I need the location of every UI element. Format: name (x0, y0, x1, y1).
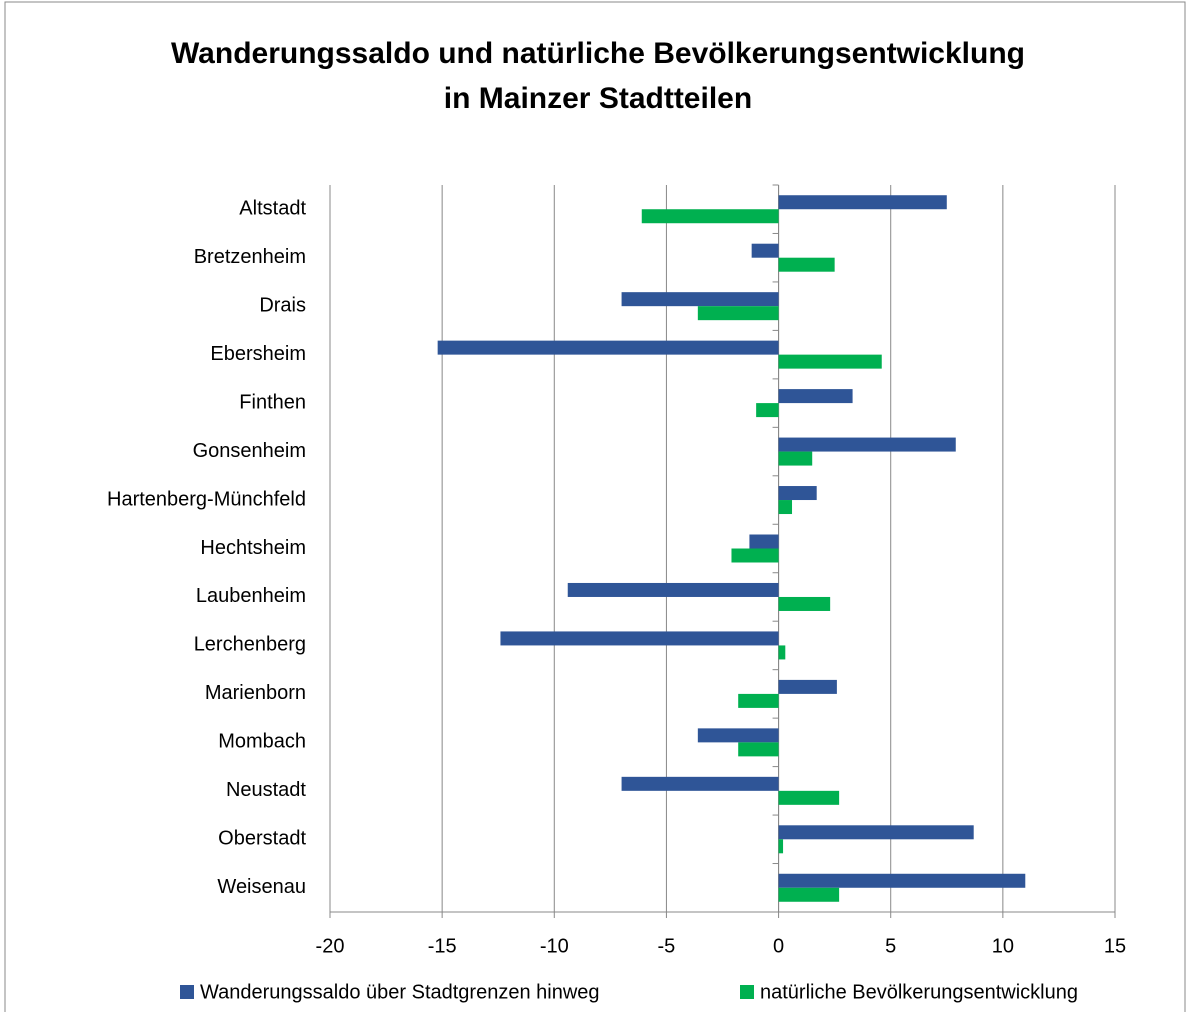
y-tick-label: Marienborn (205, 682, 306, 704)
bar (778, 354, 882, 369)
chart-border (4, 1, 1186, 1017)
x-tick-label: 0 (773, 935, 784, 957)
bar (749, 534, 779, 549)
bar (751, 243, 779, 258)
y-tick-label: Weisenau (217, 876, 306, 898)
x-tick-label: -10 (540, 935, 569, 957)
y-tick-label: Finthen (239, 391, 306, 413)
bar (778, 679, 837, 694)
bar (567, 582, 779, 597)
x-tick-label: 5 (885, 935, 896, 957)
bar (778, 486, 817, 501)
bar (778, 825, 974, 840)
bar (731, 548, 779, 563)
bar (697, 306, 779, 321)
bar (756, 403, 779, 418)
x-tick-label: -5 (658, 935, 676, 957)
x-tick-label: -15 (428, 935, 457, 957)
legend-swatch (740, 985, 754, 999)
legend-label: Wanderungssaldo über Stadtgrenzen hinweg (200, 981, 600, 1003)
legend-swatch (180, 985, 194, 999)
bar (778, 257, 835, 272)
y-tick-label: Oberstadt (218, 828, 306, 850)
bar (738, 693, 779, 708)
y-tick-label: Neustadt (226, 779, 306, 801)
bar (778, 437, 956, 452)
bar (778, 887, 840, 902)
bar (500, 631, 779, 646)
bar (437, 340, 779, 355)
bar (778, 790, 840, 805)
y-tick-label: Lerchenberg (194, 634, 306, 656)
bar (778, 873, 1026, 888)
y-tick-label: Laubenheim (196, 585, 306, 607)
x-tick-label: 15 (1104, 935, 1126, 957)
bar (778, 195, 947, 210)
bar (778, 451, 813, 466)
bar (621, 776, 779, 791)
chart-title: Wanderungssaldo und natürliche Bevölkeru… (171, 37, 1025, 70)
x-tick-label: 10 (992, 935, 1014, 957)
bar (697, 728, 779, 743)
chart-title: in Mainzer Stadtteilen (444, 82, 752, 115)
y-tick-label: Drais (259, 294, 306, 316)
bar (641, 209, 779, 224)
y-tick-label: Gonsenheim (193, 440, 306, 462)
bar (621, 292, 779, 307)
y-tick-label: Ebersheim (210, 343, 306, 365)
bar (778, 645, 786, 660)
bar (778, 839, 784, 854)
y-tick-label: Altstadt (239, 198, 306, 220)
y-tick-label: Hechtsheim (200, 537, 306, 559)
bar (738, 742, 779, 757)
bar (778, 596, 831, 611)
y-tick-label: Hartenberg-Münchfeld (107, 488, 306, 510)
y-tick-label: Bretzenheim (194, 246, 306, 268)
y-tick-label: Mombach (218, 731, 306, 753)
legend-label: natürliche Bevölkerungsentwicklung (760, 981, 1078, 1003)
bar (778, 500, 793, 515)
bar (778, 389, 853, 404)
x-tick-label: -20 (316, 935, 345, 957)
